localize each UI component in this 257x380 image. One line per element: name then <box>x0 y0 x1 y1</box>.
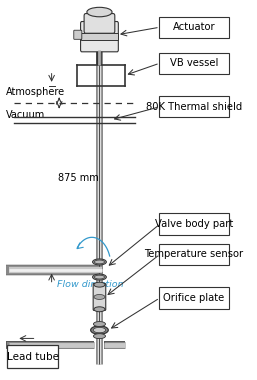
FancyBboxPatch shape <box>81 33 118 40</box>
Text: Lead tube: Lead tube <box>7 352 59 362</box>
Ellipse shape <box>93 321 105 326</box>
FancyBboxPatch shape <box>81 22 118 52</box>
Ellipse shape <box>94 282 105 287</box>
Text: 80K Thermal shield: 80K Thermal shield <box>146 102 242 112</box>
Ellipse shape <box>91 326 108 334</box>
Ellipse shape <box>93 259 106 265</box>
Ellipse shape <box>87 7 112 17</box>
FancyBboxPatch shape <box>159 17 229 38</box>
Text: Atmosphere: Atmosphere <box>6 87 66 97</box>
FancyBboxPatch shape <box>7 345 58 368</box>
Text: Orifice plate: Orifice plate <box>163 293 224 303</box>
Ellipse shape <box>94 307 105 312</box>
Text: Vacuum: Vacuum <box>6 111 45 120</box>
Ellipse shape <box>93 334 105 339</box>
Text: Temperature sensor: Temperature sensor <box>144 249 243 260</box>
FancyBboxPatch shape <box>159 287 229 309</box>
FancyBboxPatch shape <box>159 244 229 265</box>
Text: Valve body part: Valve body part <box>155 219 233 229</box>
FancyBboxPatch shape <box>159 214 229 235</box>
FancyBboxPatch shape <box>159 96 229 117</box>
FancyBboxPatch shape <box>74 30 82 39</box>
Ellipse shape <box>93 274 106 280</box>
Ellipse shape <box>94 275 105 279</box>
Ellipse shape <box>93 328 106 333</box>
Text: Actuator: Actuator <box>172 22 215 32</box>
Text: VB vessel: VB vessel <box>170 58 218 68</box>
Ellipse shape <box>94 260 105 264</box>
Text: 875 mm: 875 mm <box>58 173 99 183</box>
Text: Flow direction: Flow direction <box>57 280 123 289</box>
FancyBboxPatch shape <box>84 14 115 33</box>
Ellipse shape <box>94 294 105 299</box>
FancyBboxPatch shape <box>159 52 229 74</box>
FancyBboxPatch shape <box>93 283 106 310</box>
